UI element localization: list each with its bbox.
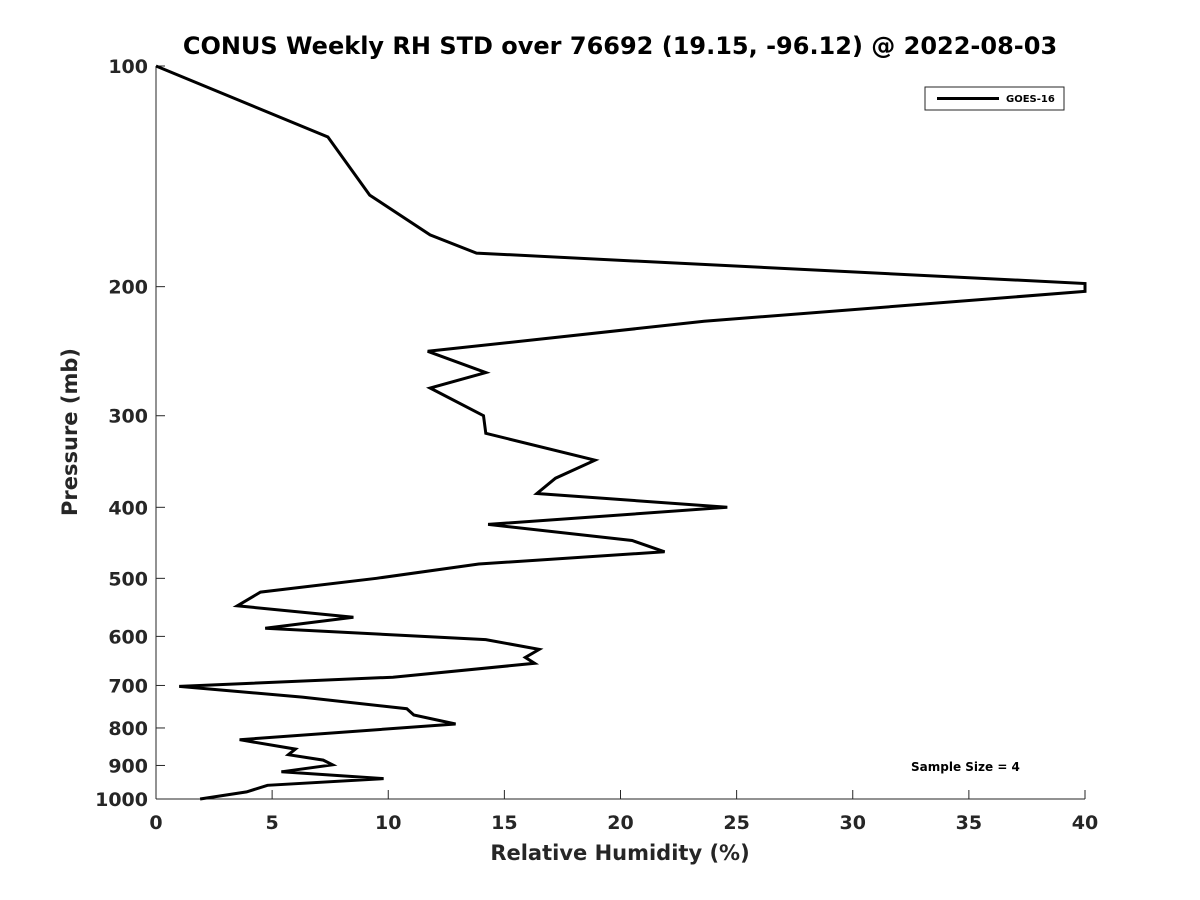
y-tick-label: 500 (108, 568, 148, 590)
x-ticks: 0 5 10 15 20 25 30 35 40 (149, 790, 1098, 834)
series-line (155, 64, 1087, 801)
x-tick-label: 40 (1072, 812, 1098, 834)
legend: GOES-16 (924, 86, 1065, 111)
chart-title: CONUS Weekly RH STD over 76692 (19.15, -… (183, 32, 1057, 60)
y-tick-label: 400 (108, 497, 148, 519)
y-tick-label: 200 (108, 277, 148, 299)
y-tick-label: 600 (108, 626, 148, 648)
y-ticks: 100 200 300 400 500 600 700 800 900 1000 (95, 56, 165, 811)
x-tick-label: 35 (956, 812, 982, 834)
x-tick-label: 30 (840, 812, 866, 834)
x-tick-label: 20 (607, 812, 633, 834)
y-tick-label: 800 (108, 718, 148, 740)
y-tick-label: 300 (108, 406, 148, 428)
x-tick-label: 15 (491, 812, 517, 834)
x-tick-label: 25 (723, 812, 749, 834)
x-tick-label: 5 (266, 812, 279, 834)
series-group (155, 64, 1087, 801)
x-tick-label: 10 (375, 812, 401, 834)
y-tick-label: 100 (108, 56, 148, 78)
x-tick-label: 0 (149, 812, 162, 834)
legend-label: GOES-16 (1006, 94, 1055, 105)
y-tick-label: 1000 (95, 789, 148, 811)
y-tick-label: 700 (108, 675, 148, 697)
y-tick-label: 900 (108, 755, 148, 777)
sample-size-annotation: Sample Size = 4 (911, 760, 1020, 774)
plot-area (156, 66, 1085, 799)
y-axis-label: Pressure (mb) (58, 348, 82, 516)
x-axis-label: Relative Humidity (%) (490, 841, 749, 865)
